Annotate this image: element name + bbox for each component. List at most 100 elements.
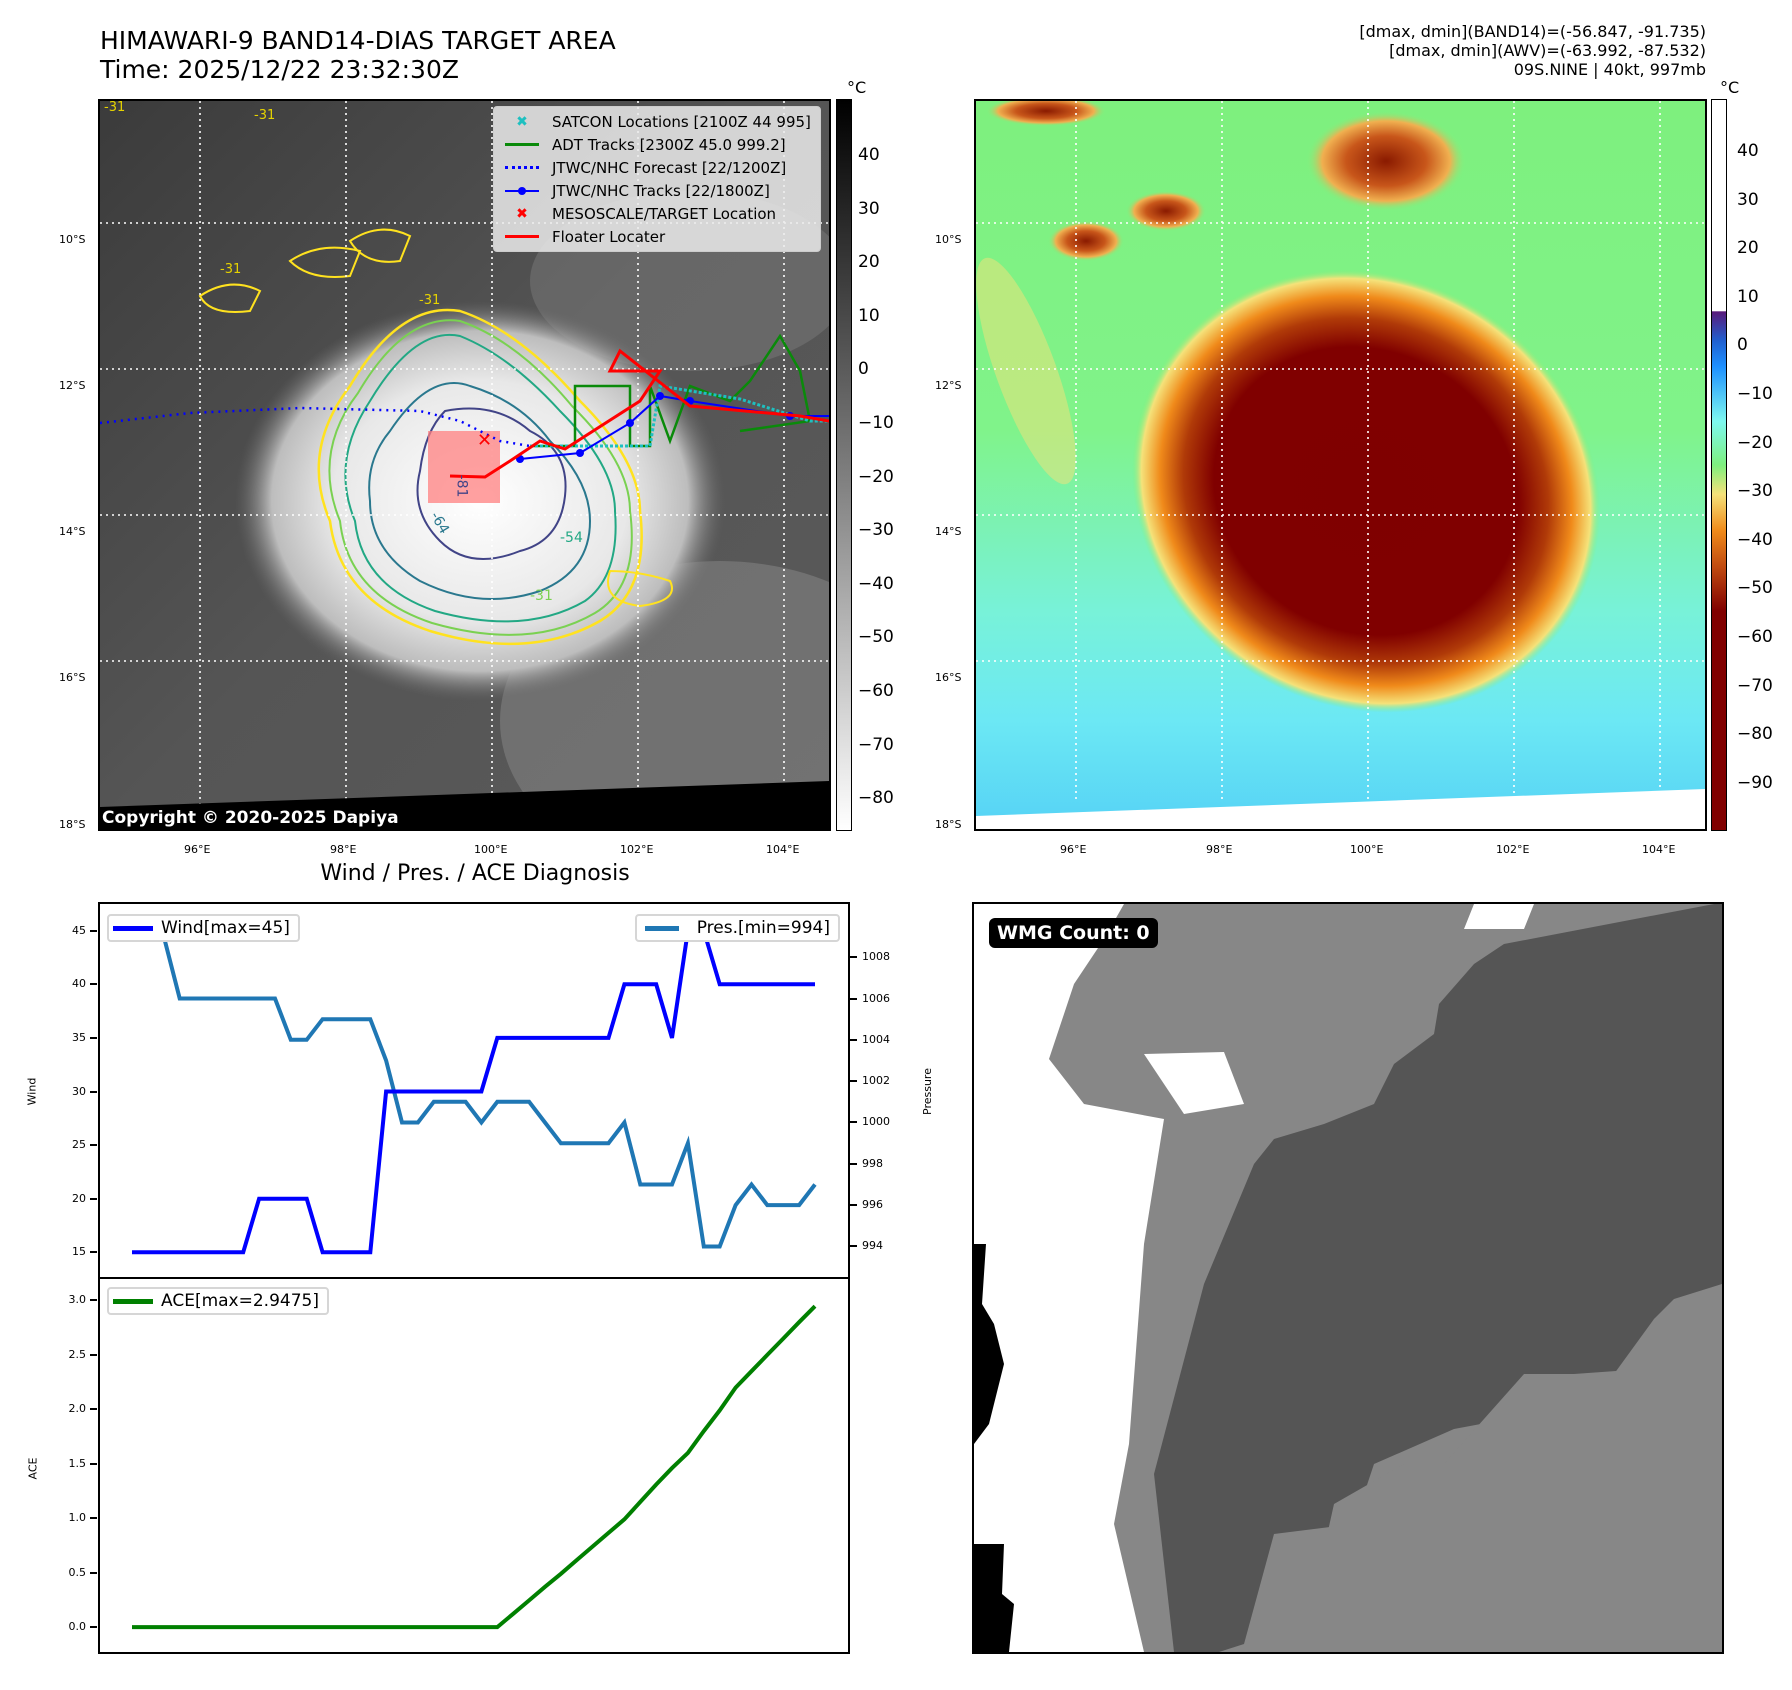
pressure-legend: Pres.[min=994] — [634, 914, 840, 942]
wind-axis-label: Wind — [25, 1077, 39, 1106]
copyright: Copyright © 2020-2025 Dapiya — [102, 808, 399, 828]
ace-line-icon — [113, 1298, 153, 1304]
awv-map-panel — [974, 99, 1707, 831]
y-tick-mark — [90, 1197, 97, 1200]
colorbar-tick-label: −40 — [1737, 529, 1773, 550]
awv-cloud-2 — [1048, 221, 1124, 261]
colorbar-tick-label: −10 — [1737, 384, 1773, 404]
y-tick-label: 994 — [862, 1239, 883, 1253]
y-tick-label: 2.0 — [68, 1402, 87, 1416]
colorbar-tick-label: −90 — [1737, 772, 1773, 793]
ace-plot — [132, 1304, 817, 1630]
y-tick-label: 1000 — [862, 1115, 890, 1129]
y-tick-mark — [90, 1353, 97, 1356]
awv-cloud-band-w — [976, 257, 1076, 485]
wind-line-icon — [113, 925, 153, 931]
y-tick-label: 996 — [862, 1198, 883, 1212]
colorbar-tick-label: −60 — [1737, 627, 1773, 647]
pressure-line-icon — [644, 925, 679, 931]
y-tick-mark — [90, 983, 97, 986]
colorbar-tick-label: 30 — [858, 198, 880, 219]
contour-label: -31 — [530, 588, 553, 604]
pressure-line — [132, 934, 817, 1249]
awv-gridlines — [976, 101, 1705, 801]
lat-label: 16°S — [935, 671, 962, 684]
lon-label: 96°E — [184, 843, 211, 856]
contour-42 — [328, 319, 633, 636]
wmg-region-black-2 — [974, 1544, 1014, 1652]
wind-pressure-plot — [132, 928, 817, 1255]
y-tick-label: 1.5 — [68, 1456, 87, 1470]
title-line: HIMAWARI-9 BAND14-DIAS TARGET AREA — [100, 26, 616, 55]
colorbar-tick-label: −30 — [858, 520, 894, 541]
time-line: Time: 2025/12/22 23:32:30Z — [100, 55, 459, 84]
legend-item-forecast: JTWC/NHC Forecast [22/1200Z] — [494, 156, 820, 179]
colorbar-tick-label: −70 — [1737, 675, 1773, 696]
satcon-track — [530, 384, 829, 448]
colorbar-tick-label: 0 — [1737, 335, 1748, 356]
contour-label: -31 — [254, 108, 276, 123]
y-tick-mark — [850, 1121, 857, 1124]
wmg-gap — [1464, 904, 1534, 929]
jtwc-forecast-track — [100, 406, 531, 448]
contour-31 — [317, 308, 643, 646]
line-dot-icon — [502, 181, 542, 201]
diagnosis-title: Wind / Pres. / ACE Diagnosis — [320, 861, 630, 886]
contour-label: -31 — [104, 100, 126, 115]
target-area-box — [428, 431, 500, 503]
y-tick-label: 1004 — [862, 1032, 890, 1046]
y-tick-mark — [90, 1144, 97, 1147]
y-tick-label: 45 — [72, 923, 86, 937]
band14-range: [dmax, dmin](BAND14)=(-56.847, -91.735) — [1359, 22, 1706, 41]
y-tick-label: 25 — [72, 1138, 86, 1152]
colorbar-tick-label: −80 — [858, 788, 894, 809]
ir-map-panel: ✕ ✖ SATCON Locations [2100Z 44 995] ADT … — [98, 99, 831, 831]
lat-label: 18°S — [935, 818, 962, 831]
y-tick-mark — [850, 1245, 857, 1248]
y-tick-label: 1008 — [862, 950, 890, 964]
wmg-panel — [972, 902, 1724, 1654]
colorbar-tick-label: 20 — [1737, 238, 1759, 259]
y-tick-mark — [850, 1162, 857, 1165]
y-tick-label: 0.5 — [68, 1565, 87, 1579]
ace-chart: ACE[max=2.9475] — [98, 1277, 850, 1654]
wind-legend: Wind[max=45] — [107, 914, 300, 942]
y-tick-mark — [90, 1299, 97, 1302]
colorbar-unit: °C — [1720, 78, 1740, 97]
wind-pressure-chart: Wind[max=45] Pres.[min=994] — [98, 902, 850, 1279]
y-tick-label: 20 — [72, 1191, 86, 1205]
y-tick-mark — [90, 1462, 97, 1465]
colorbar-unit: °C — [847, 78, 867, 97]
legend-item-floater: Floater Locater — [494, 225, 820, 248]
y-tick-mark — [90, 1036, 97, 1039]
y-tick-label: 998 — [862, 1156, 883, 1170]
header-stats: [dmax, dmin](BAND14)=(-56.847, -91.735) … — [1359, 22, 1706, 79]
legend-item-jtwc: JTWC/NHC Tracks [22/1800Z] — [494, 179, 820, 202]
solid-line-icon — [502, 227, 542, 247]
wmg-gap — [1144, 1052, 1244, 1114]
y-tick-mark — [90, 929, 97, 932]
contour-label: -54 — [560, 530, 583, 546]
target-x-marker: ✕ — [477, 430, 492, 451]
lat-label: 14°S — [59, 525, 86, 538]
y-tick-mark — [90, 1571, 97, 1574]
wmg-map — [974, 904, 1722, 1652]
colorbar-tick-label: −50 — [1737, 578, 1773, 599]
y-tick-mark — [90, 1408, 97, 1411]
colorbar-tick-label: 10 — [1737, 286, 1759, 307]
awv-cloud-ne — [1306, 111, 1466, 211]
y-tick-label: 30 — [72, 1084, 86, 1098]
awv-cloud-1 — [1126, 191, 1206, 231]
y-tick-mark — [90, 1090, 97, 1093]
contour-small-3 — [198, 283, 262, 313]
y-tick-mark — [850, 956, 857, 959]
y-tick-mark — [850, 997, 857, 1000]
colorbar-tick-label: 30 — [1737, 189, 1759, 210]
y-tick-mark — [90, 1517, 97, 1520]
ir-map-legend: ✖ SATCON Locations [2100Z 44 995] ADT Tr… — [493, 106, 821, 252]
dotted-line-icon — [502, 158, 542, 178]
lat-label: 12°S — [59, 379, 86, 392]
lon-label: 98°E — [330, 843, 357, 856]
colorbar-tick-label: −80 — [1737, 724, 1773, 745]
lon-label: 104°E — [766, 843, 800, 856]
